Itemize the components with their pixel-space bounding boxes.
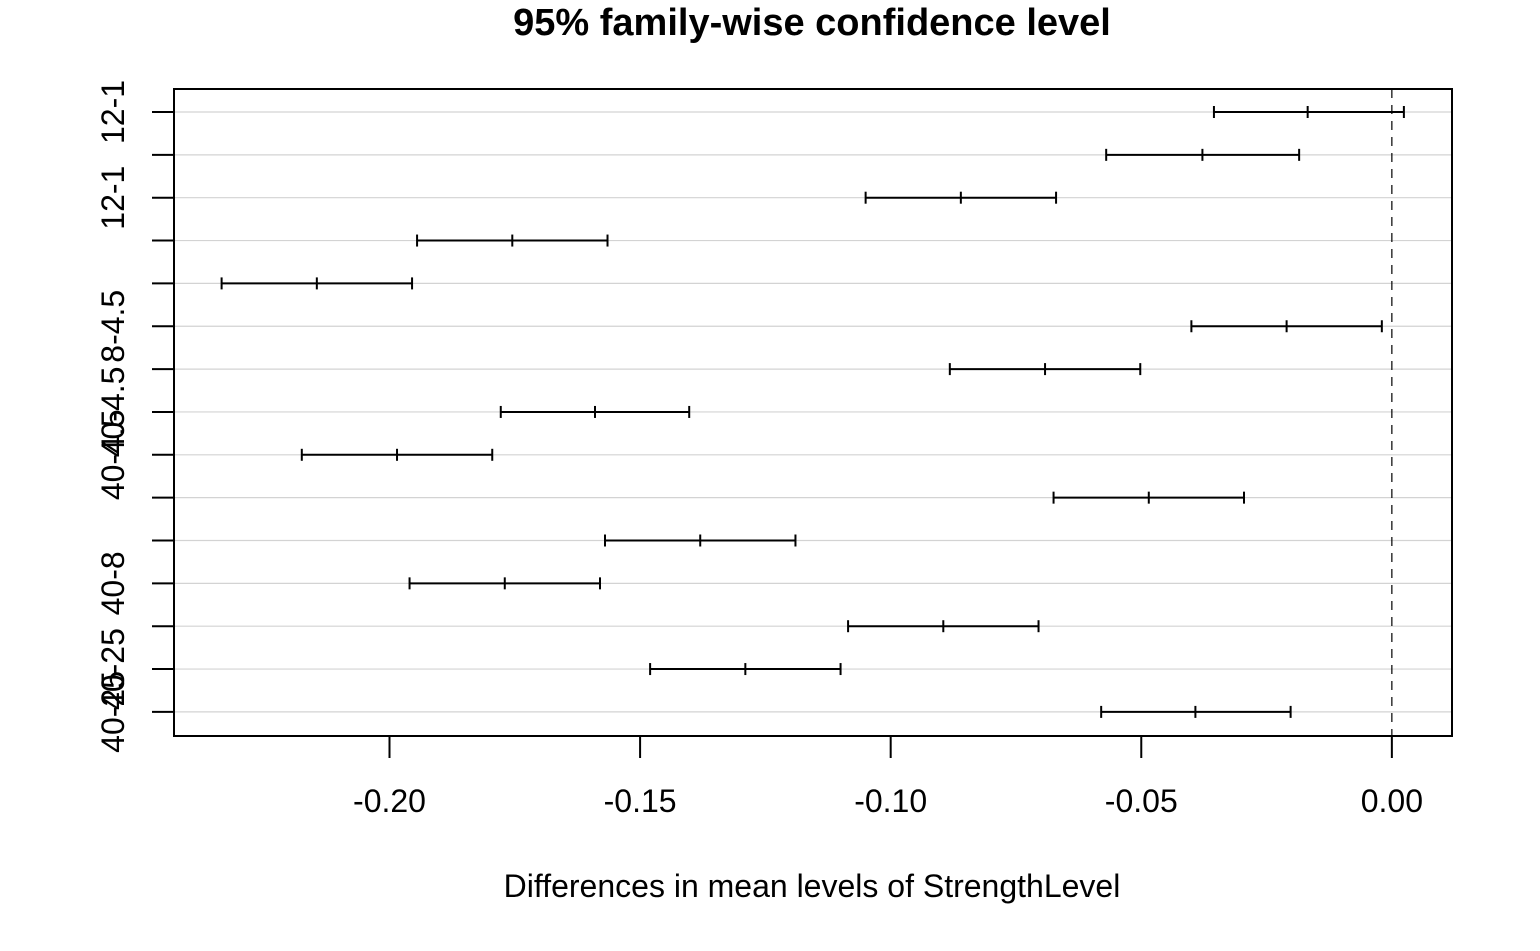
interval-2 xyxy=(864,191,1058,204)
y-tick-label: 40-25 xyxy=(95,628,131,710)
interval-11 xyxy=(408,577,601,590)
interval-10 xyxy=(604,534,797,547)
y-tick-label: 40-4.5 xyxy=(95,409,131,500)
interval-12 xyxy=(847,620,1040,633)
y-tick-label: 40-4.5 xyxy=(95,367,131,458)
interval-9 xyxy=(1052,491,1246,504)
y-tick-label: 12-1 xyxy=(95,166,131,230)
x-tick-label: -0.05 xyxy=(1105,783,1178,819)
y-tick-label: 12-1 xyxy=(95,80,131,144)
interval-5 xyxy=(1190,320,1383,333)
interval-3 xyxy=(416,234,609,247)
interval-0 xyxy=(1212,106,1405,118)
x-tick-label: 0.00 xyxy=(1361,783,1423,819)
y-tick-label: 8-4.5 xyxy=(95,290,131,363)
interval-14 xyxy=(1100,705,1292,718)
interval-13 xyxy=(649,663,842,676)
interval-7 xyxy=(499,405,691,418)
interval-1 xyxy=(1105,148,1301,161)
x-axis-label: Differences in mean levels of StrengthLe… xyxy=(504,868,1121,904)
y-tick-label: 40-8 xyxy=(95,551,131,615)
grid-lines xyxy=(174,89,1452,736)
interval-4 xyxy=(220,277,414,290)
interval-6 xyxy=(948,363,1142,376)
interval-8 xyxy=(300,448,494,461)
x-tick-label: -0.15 xyxy=(604,783,677,819)
x-tick-label: -0.20 xyxy=(353,783,426,819)
confidence-intervals xyxy=(220,106,1405,718)
x-axis: -0.20 -0.15 -0.10 -0.05 0.00 xyxy=(353,736,1423,819)
chart-title: 95% family-wise confidence level xyxy=(513,2,1111,44)
x-tick-label: -0.10 xyxy=(854,783,927,819)
y-tick-label: 40-25 xyxy=(95,671,131,753)
